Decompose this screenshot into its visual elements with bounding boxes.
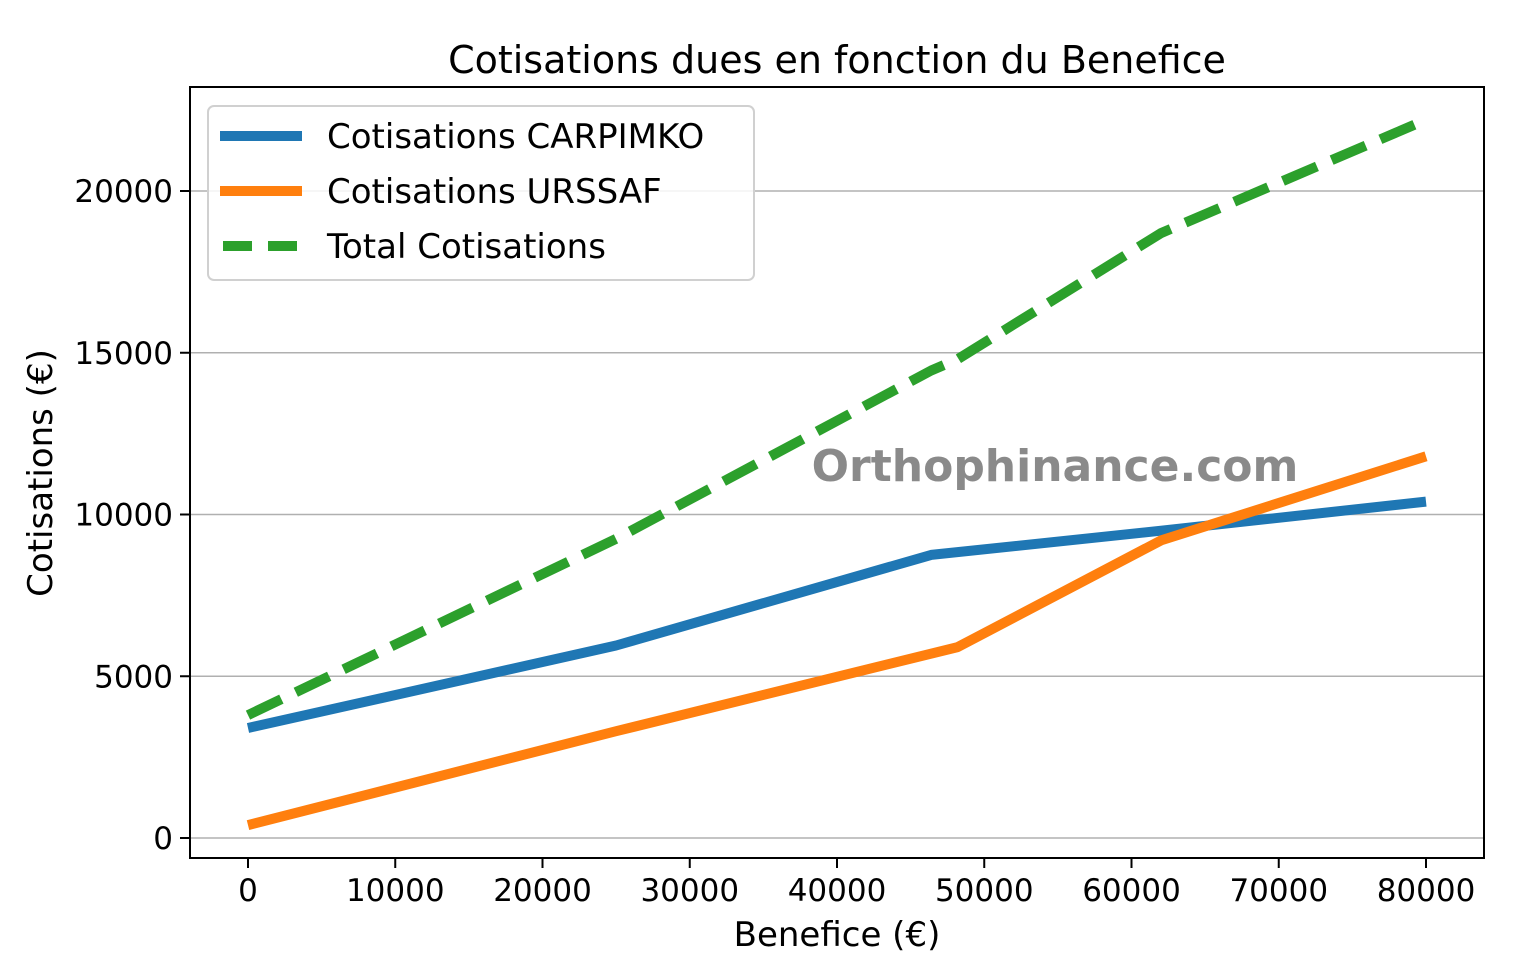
legend-label: Total Cotisations bbox=[326, 227, 606, 267]
y-axis-ticks: 0 5000 10000 15000 20000 bbox=[74, 174, 190, 857]
y-axis-label: Cotisations (€) bbox=[21, 349, 61, 597]
watermark: Orthophinance.com bbox=[812, 441, 1299, 492]
legend-label: Cotisations URSSAF bbox=[327, 172, 662, 212]
x-axis-ticks: 0 10000 20000 30000 40000 50000 60000 70000 8000… bbox=[238, 858, 1475, 909]
x-tick-label: 30000 bbox=[640, 873, 739, 909]
series-line-1 bbox=[246, 451, 1428, 830]
series-line-0 bbox=[246, 496, 1427, 733]
x-tick-label: 20000 bbox=[493, 873, 592, 909]
x-tick-label: 10000 bbox=[346, 873, 445, 909]
legend: Cotisations CARPIMKO Cotisations URSSAF To… bbox=[207, 105, 755, 281]
y-tick-label: 15000 bbox=[74, 336, 173, 372]
series-line-2 bbox=[245, 115, 1428, 720]
y-tick-label: 5000 bbox=[94, 659, 173, 695]
x-tick-label: 0 bbox=[238, 873, 258, 909]
y-tick-label: 10000 bbox=[74, 498, 173, 534]
x-tick-label: 50000 bbox=[935, 873, 1034, 909]
x-tick-label: 70000 bbox=[1229, 873, 1328, 909]
legend-box bbox=[207, 105, 755, 281]
y-tick-label: 20000 bbox=[74, 174, 173, 210]
x-axis-label: Benefice (€) bbox=[734, 915, 941, 955]
x-tick-label: 60000 bbox=[1082, 873, 1181, 909]
series-layer bbox=[245, 115, 1428, 830]
x-tick-label: 40000 bbox=[788, 873, 887, 909]
y-tick-label: 0 bbox=[153, 821, 173, 857]
chart-title: Cotisations dues en fonction du Benefice bbox=[448, 38, 1226, 82]
legend-label: Cotisations CARPIMKO bbox=[327, 117, 704, 157]
x-tick-label: 80000 bbox=[1377, 873, 1476, 909]
